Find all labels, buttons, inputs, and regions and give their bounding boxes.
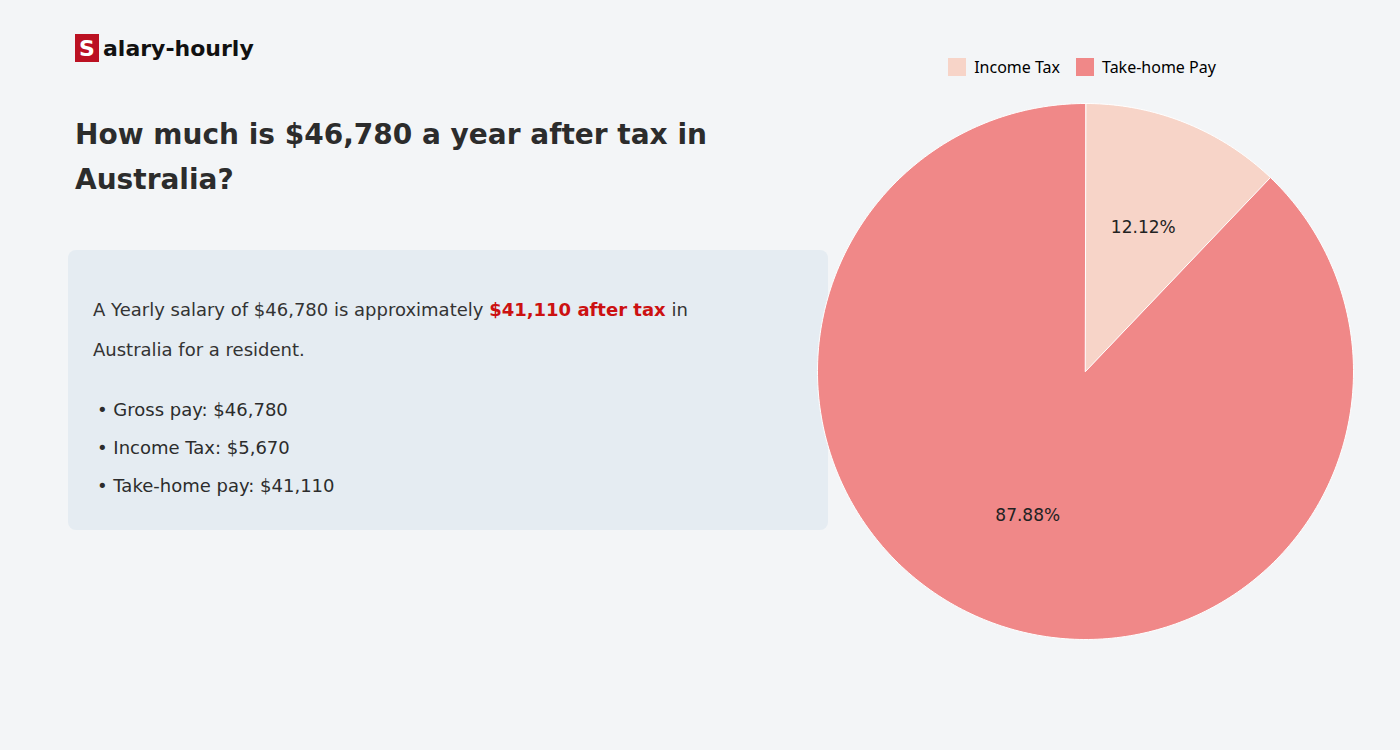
html-text:• Income Tax: $5,670: • Income Tax: $5,670 (97, 437, 290, 458)
html-text:• Take-home pay: $41,110: • Take-home pay: $41,110 (97, 475, 335, 496)
html-text:How much is $46,780 a year aft: How much is $46,780 a year after tax in … (75, 118, 707, 196)
svg-text:12.12%: 12.12% (1111, 217, 1176, 237)
html-text:S alary-hourly: S alary-hourly (79, 35, 254, 61)
html-text:Income Tax: Income Tax (974, 55, 1060, 78)
html-text:A Yearly salary of $46,780 is: A Yearly salary of $46,780 is approximat… (93, 299, 688, 320)
html-text:• Gross pay: $46,780: • Gross pay: $46,780 (97, 399, 288, 420)
html-text:Australia for a resident.: Australia for a resident. (93, 339, 305, 360)
svg-text:87.88%: 87.88% (995, 505, 1060, 525)
html-text:Take-home Pay: Take-home Pay (1102, 55, 1216, 78)
